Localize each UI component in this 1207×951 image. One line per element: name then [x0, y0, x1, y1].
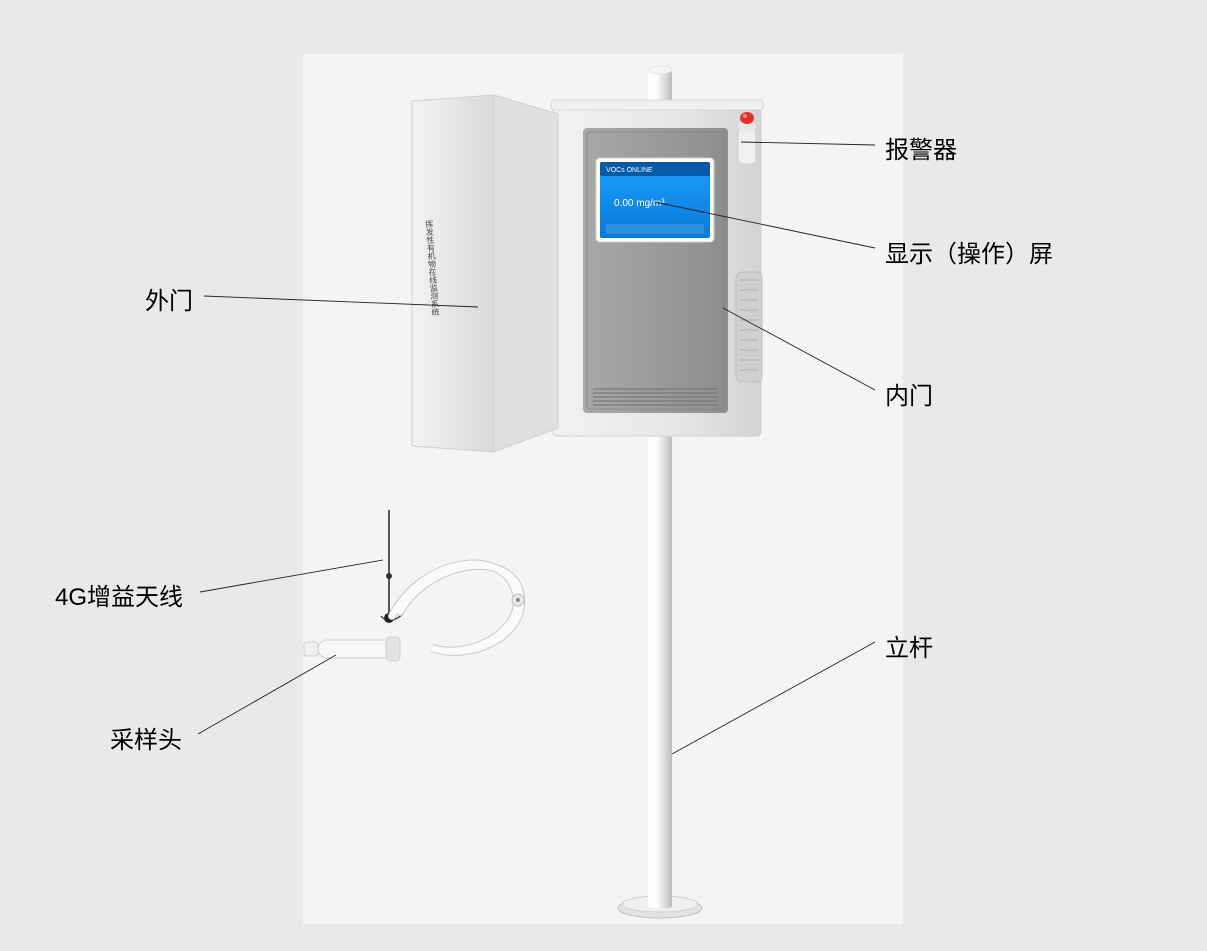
- label-outer-door: 外门: [145, 281, 193, 316]
- svg-text:0.00 mg/m³: 0.00 mg/m³: [614, 198, 665, 209]
- label-screen: 显示（操作）屏: [885, 234, 1053, 269]
- diagram-svg: VOCs ONLINE0.00 mg/m³挥发性有机物在线监测系统: [0, 0, 1207, 951]
- label-inner-door: 内门: [885, 376, 933, 411]
- svg-text:VOCs ONLINE: VOCs ONLINE: [606, 167, 653, 174]
- label-alarm: 报警器: [885, 130, 957, 165]
- label-antenna: 4G增益天线: [55, 577, 183, 612]
- label-pole: 立杆: [885, 628, 933, 663]
- label-sampler: 采样头: [110, 720, 182, 755]
